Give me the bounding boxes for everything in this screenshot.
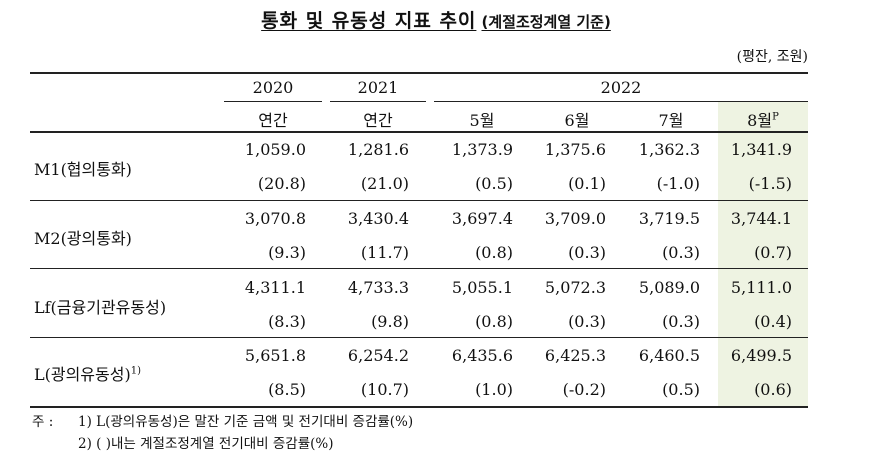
table-cell-change: (0.6) [754, 380, 792, 399]
rule-row-2 [30, 268, 808, 269]
table-cell-value: 4,733.3 [347, 278, 409, 297]
table-cell-change: (-1.0) [656, 174, 700, 193]
col-aug-label: 8월 [747, 111, 773, 130]
table-cell-value: 6,254.2 [347, 346, 409, 365]
table-cell-change: (0.8) [475, 243, 513, 262]
table-cell-value: 3,697.4 [451, 209, 513, 228]
table-cell-change: (11.7) [360, 243, 409, 262]
col-may: 5월 [469, 111, 495, 130]
rule-year-2020 [224, 101, 322, 102]
table-cell-change: (0.3) [568, 243, 606, 262]
table-cell-value: 1,281.6 [347, 140, 409, 159]
table-cell-change: (0.4) [754, 312, 792, 331]
table-cell-value: 1,375.6 [544, 140, 606, 159]
table-cell-change: (0.8) [475, 312, 513, 331]
table-cell-value: 5,089.0 [638, 278, 700, 297]
table-cell-change: (9.3) [268, 243, 306, 262]
table-cell-change: (0.7) [754, 243, 792, 262]
title-sub: (계절조정계열 기준) [481, 13, 611, 31]
rule-year-2021 [330, 101, 426, 102]
note-2: 2) ( )내는 계절조정계열 전기대비 증감률(%) [78, 436, 334, 452]
table-cell-change: (9.8) [371, 312, 409, 331]
table-cell-value: 5,651.8 [244, 346, 306, 365]
row-label-l: L(광의유동성)1) [34, 365, 141, 384]
highlight-latest-column [718, 102, 808, 407]
table-cell-change: (0.5) [662, 380, 700, 399]
table-cell-value: 1,059.0 [244, 140, 306, 159]
table-cell-change: (20.8) [257, 174, 306, 193]
table-cell-value: 3,744.1 [730, 209, 792, 228]
table-cell-value: 6,460.5 [638, 346, 700, 365]
title-main: 통화 및 유동성 지표 추이 [261, 10, 477, 32]
row-label-lf: Lf(금융기관유동성) [34, 298, 167, 317]
row-label-m1: M1(협의통화) [34, 160, 132, 179]
rule-bottom [30, 406, 808, 408]
footnote-mark-1: 1) [130, 365, 141, 377]
table-cell-change: (0.3) [662, 312, 700, 331]
table-cell-change: (10.7) [360, 380, 409, 399]
col-jun: 6월 [564, 111, 590, 130]
table-cell-value: 6,435.6 [451, 346, 513, 365]
table-cell-value: 1,373.9 [451, 140, 513, 159]
table-cell-value: 5,055.1 [451, 278, 513, 297]
year-2021: 2021 [357, 78, 399, 97]
table-cell-change: (0.3) [662, 243, 700, 262]
col-2021-annual: 연간 [363, 111, 393, 130]
row-label-m2: M2(광의통화) [34, 229, 132, 248]
table-cell-value: 5,111.0 [730, 278, 792, 297]
notes-prefix: 주 : [32, 414, 54, 430]
table-cell-value: 6,499.5 [730, 346, 792, 365]
rule-header-bottom [30, 131, 808, 133]
rule-top [30, 72, 808, 74]
table-cell-value: 3,430.4 [347, 209, 409, 228]
table-cell-value: 6,425.3 [544, 346, 606, 365]
table-cell-change: (8.5) [268, 380, 306, 399]
table-cell-change: (0.1) [568, 174, 606, 193]
year-2020: 2020 [252, 78, 294, 97]
table-cell-value: 3,719.5 [638, 209, 700, 228]
table-cell-change: (21.0) [360, 174, 409, 193]
table-title: 통화 및 유동성 지표 추이 (계절조정계열 기준) [0, 6, 872, 33]
table-cell-value: 4,311.1 [244, 278, 306, 297]
table-cell-change: (-1.5) [748, 174, 792, 193]
table-cell-change: (0.3) [568, 312, 606, 331]
year-2022: 2022 [600, 78, 642, 97]
rule-row-3 [30, 337, 808, 338]
preliminary-mark: P [772, 111, 779, 123]
unit-label: (평잔, 조원) [736, 49, 808, 65]
table-cell-change: (8.3) [268, 312, 306, 331]
col-2020-annual: 연간 [258, 111, 288, 130]
col-aug: 8월P [718, 107, 808, 131]
table-cell-value: 1,341.9 [730, 140, 792, 159]
rule-row-1 [30, 200, 808, 201]
note-1: 1) L(광의유동성)은 말잔 기준 금액 및 전기대비 증감률(%) [78, 414, 414, 430]
table-cell-value: 3,709.0 [544, 209, 606, 228]
table-cell-change: (0.5) [475, 174, 513, 193]
table-cell-value: 5,072.3 [544, 278, 606, 297]
col-jul: 7월 [658, 111, 684, 130]
rule-year-2022 [434, 101, 808, 102]
table-cell-value: 1,362.3 [638, 140, 700, 159]
table-cell-change: (1.0) [475, 380, 513, 399]
table-cell-value: 3,070.8 [244, 209, 306, 228]
table-cell-change: (-0.2) [562, 380, 606, 399]
